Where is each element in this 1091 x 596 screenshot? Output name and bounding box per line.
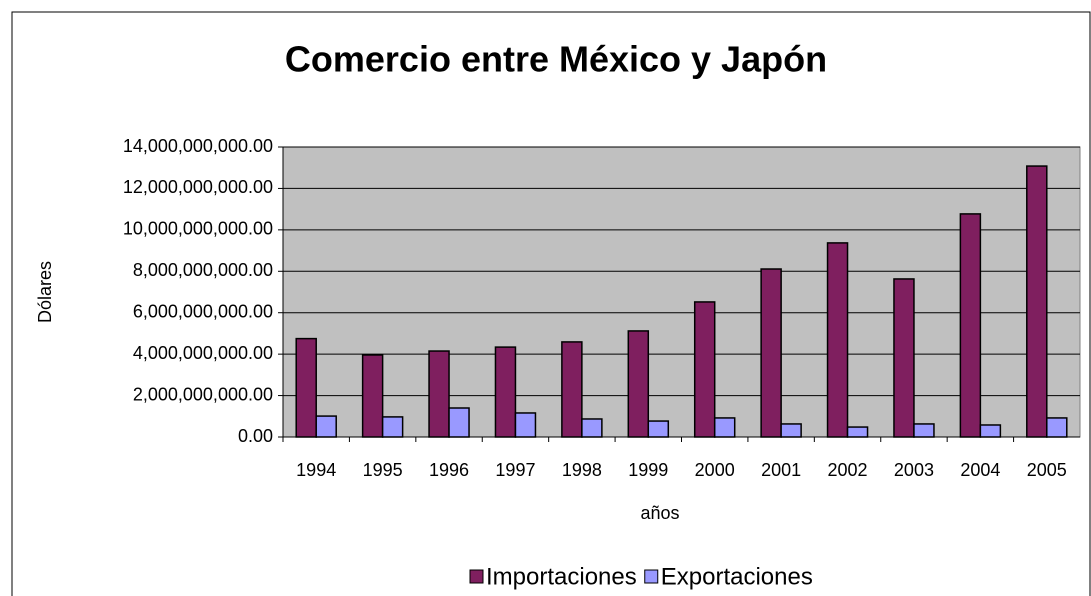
x-axis-title: años [640,503,679,523]
legend-swatch [469,569,484,584]
y-tick-label: 6,000,000,000.00 [133,301,273,321]
x-tick-label: 1999 [628,460,668,480]
bar [979,424,1002,438]
bar [760,268,782,438]
x-tick-label: 1998 [562,460,602,480]
chart-title: Comercio entre México y Japón [285,39,827,80]
bar [581,418,603,438]
bar [627,330,650,438]
x-tick-label: 1994 [296,460,336,480]
x-tick-label: 2002 [828,460,868,480]
bar [514,412,537,438]
x-tick-label: 2005 [1027,460,1067,480]
bar [647,420,670,438]
y-tick-label: 10,000,000,000.00 [123,219,273,239]
bar [893,278,915,438]
x-tick-label: 2004 [960,460,1000,480]
x-tick-label: 2003 [894,460,934,480]
y-tick-label: 4,000,000,000.00 [133,343,273,363]
y-tick-label: 14,000,000,000.00 [123,136,273,156]
bar [1026,165,1048,438]
y-tick-label: 2,000,000,000.00 [133,384,273,404]
x-tick-label: 1996 [429,460,469,480]
bar [913,423,935,438]
bar [693,301,716,438]
bar [428,350,450,438]
x-tick-label: 1997 [495,460,535,480]
legend-label: Importaciones [486,563,637,590]
bar [780,423,802,438]
y-tick-label: 0.00 [238,426,273,446]
bar [1046,417,1068,438]
bar [315,415,337,438]
bar [846,426,869,438]
x-tick-label: 1995 [363,460,403,480]
bar [381,416,404,438]
y-axis-title: Dólares [35,261,55,323]
x-tick-label: 2000 [695,460,735,480]
bar [713,417,736,438]
plot-area [282,146,1081,438]
bar [295,337,317,438]
bar [826,242,849,438]
bar [361,354,384,438]
legend-swatch [644,569,659,584]
bar [959,213,982,438]
bar [494,346,517,438]
y-tick-label: 8,000,000,000.00 [133,260,273,280]
x-tick-label: 2001 [761,460,801,480]
bar [561,341,583,438]
bar [448,407,470,438]
y-tick-label: 12,000,000,000.00 [123,177,273,197]
legend-label: Exportaciones [661,563,813,590]
